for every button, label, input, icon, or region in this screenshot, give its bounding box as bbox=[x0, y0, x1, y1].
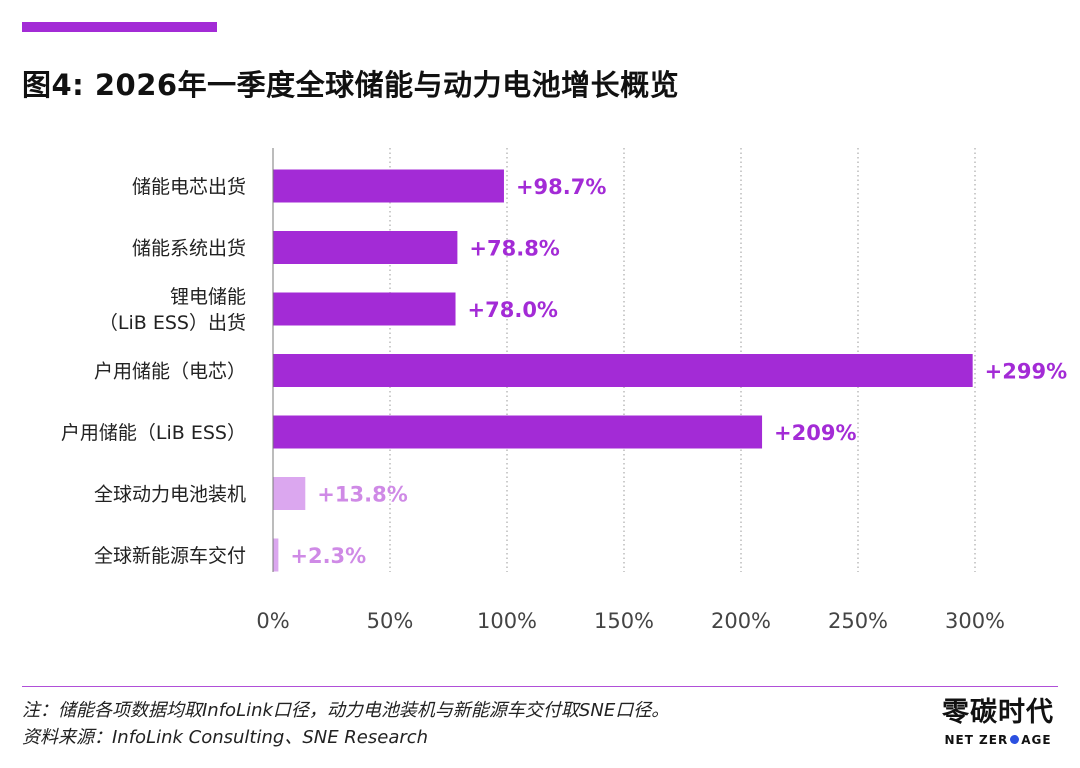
bar bbox=[273, 354, 973, 387]
value-label: +299% bbox=[985, 360, 1067, 384]
value-label: +209% bbox=[774, 421, 856, 445]
category-label: 锂电储能 bbox=[170, 286, 246, 308]
bar bbox=[273, 538, 279, 572]
category-label: （LiB ESS）出货 bbox=[99, 312, 246, 334]
x-tick-label: 300% bbox=[945, 609, 1005, 633]
logo-english-left: NET ZER bbox=[944, 733, 1009, 747]
value-label: +2.3% bbox=[290, 544, 366, 568]
logo-dot-icon bbox=[1010, 735, 1020, 744]
x-tick-label: 50% bbox=[367, 609, 414, 633]
source-note: 资料来源：InfoLink Consulting、SNE Research bbox=[22, 727, 429, 748]
value-label: +98.7% bbox=[516, 175, 606, 199]
value-label: +78.0% bbox=[468, 298, 558, 322]
data-note: 注：储能各项数据均取InfoLink口径，动力电池装机与新能源车交付取SNE口径… bbox=[22, 700, 670, 721]
bar bbox=[273, 415, 763, 449]
bar-chart: 0% 50% 100% 150% 200% 250% 300% +98.7% 储能电芯出货 +78… bbox=[61, 148, 1067, 633]
category-label: 户用储能（LiB ESS） bbox=[61, 422, 246, 444]
category-label: 全球动力电池装机 bbox=[94, 484, 246, 506]
footer-divider bbox=[22, 686, 1058, 687]
bar bbox=[273, 292, 456, 326]
bar bbox=[273, 169, 504, 203]
chart-title: 图4: 2026年一季度全球储能与动力电池增长概览 bbox=[22, 68, 680, 102]
logo-english-text: NET ZER AGE bbox=[942, 733, 1054, 747]
logo-english-right: AGE bbox=[1021, 733, 1052, 747]
x-tick-label: 200% bbox=[711, 609, 771, 633]
x-tick-label: 100% bbox=[477, 609, 537, 633]
category-label: 储能电芯出货 bbox=[132, 176, 246, 198]
accent-bar bbox=[22, 22, 217, 32]
category-label: 储能系统出货 bbox=[132, 238, 246, 260]
category-label: 户用储能（电芯） bbox=[94, 361, 246, 383]
bar bbox=[273, 477, 306, 510]
x-tick-label: 250% bbox=[828, 609, 888, 633]
category-label: 全球新能源车交付 bbox=[94, 545, 246, 567]
logo-chinese-text: 零碳时代 bbox=[942, 697, 1054, 728]
brand-logo: 零碳时代 NET ZER AGE bbox=[942, 697, 1054, 747]
value-label: +13.8% bbox=[317, 483, 407, 507]
bar bbox=[273, 231, 458, 264]
value-label: +78.8% bbox=[469, 237, 559, 261]
footer-notes: 注：储能各项数据均取InfoLink口径，动力电池装机与新能源车交付取SNE口径… bbox=[22, 697, 669, 751]
x-tick-label: 0% bbox=[256, 609, 289, 633]
x-tick-label: 150% bbox=[594, 609, 654, 633]
